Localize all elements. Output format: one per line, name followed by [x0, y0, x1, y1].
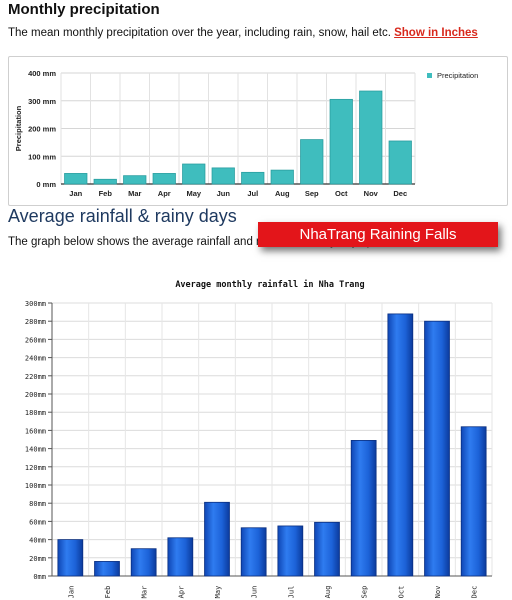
y-tick-label: 200mm [25, 391, 46, 399]
x-tick-label: Jul [287, 586, 295, 599]
y-tick-label: 280mm [25, 318, 46, 326]
section-title: Average rainfall & rainy days [8, 206, 237, 226]
y-tick-label: 300mm [25, 300, 46, 308]
description-text: The mean monthly precipitation over the … [8, 27, 391, 39]
x-tick-label: May [186, 189, 201, 198]
x-tick-label: Nov [434, 586, 442, 599]
x-tick-label: Oct [397, 586, 405, 599]
bar-precipitation [329, 98, 353, 185]
legend-swatch [427, 73, 432, 78]
y-tick-label: 0 mm [36, 180, 56, 189]
y-tick-label: 140mm [25, 446, 46, 454]
bar-rainfall [240, 527, 267, 577]
x-tick-label: May [214, 586, 222, 599]
y-tick-label: 260mm [25, 336, 46, 344]
y-tick-label: 120mm [25, 464, 46, 472]
page-title: Monthly precipitation [8, 1, 160, 18]
bar-precipitation [359, 90, 383, 185]
average-rainfall-chart: Average monthly rainfall in Nha Trang 0mm… [0, 270, 512, 600]
x-tick-label: Aug [275, 189, 290, 198]
x-tick-label: Aug [324, 586, 332, 599]
banner-label: NhaTrang Raining Falls [258, 222, 498, 247]
y-tick-label: 160mm [25, 427, 46, 435]
y-tick-label: 240mm [25, 355, 46, 363]
x-tick-label: Dec [471, 586, 479, 599]
rainfall-chart-svg: Average monthly rainfall in Nha Trang 0mm… [25, 279, 493, 599]
y-tick-label: 300 mm [28, 97, 56, 106]
y-axis-label: Precipitation [14, 105, 23, 151]
x-tick-label: Jun [217, 189, 231, 198]
y-tick-label: 400 mm [28, 69, 56, 78]
x-tick-label: Mar [128, 189, 141, 198]
x-tick-label: Feb [99, 189, 113, 198]
bar-precipitation [152, 173, 176, 185]
y-tick-label: 40mm [29, 537, 46, 545]
y-tick-label: 20mm [29, 555, 46, 563]
bar-rainfall [424, 320, 450, 577]
bar-precipitation [123, 175, 147, 185]
y-tick-label: 220mm [25, 373, 46, 381]
x-tick-label: Jun [251, 586, 259, 599]
y-tick-label: 0mm [33, 573, 46, 581]
monthly-precipitation-chart: 0 mm 100 mm 200 mm 300 mm 400 mm Jan Feb Mar Apr… [8, 56, 508, 206]
bar-precipitation [182, 163, 206, 185]
bar-rainfall [350, 440, 377, 577]
bar-precipitation [300, 139, 324, 185]
chart-title: Average monthly rainfall in Nha Trang [175, 279, 364, 290]
bar-precipitation [93, 178, 117, 185]
bar-precipitation [388, 140, 412, 185]
bar-rainfall [314, 521, 340, 577]
x-tick-label: Sep [305, 189, 319, 198]
x-tick-label: Nov [364, 189, 379, 198]
bar-precipitation [241, 171, 265, 185]
bar-precipitation [211, 167, 235, 185]
x-tick-label: Mar [141, 586, 149, 599]
bar-precipitation [64, 173, 88, 185]
bar-rainfall [204, 501, 230, 577]
bar-rainfall [130, 548, 157, 577]
y-tick-label: 100 mm [28, 152, 56, 161]
show-in-inches-link[interactable]: Show in Inches [394, 27, 478, 39]
y-tick-label: 60mm [29, 518, 46, 526]
x-tick-label: Oct [335, 189, 348, 198]
bar-rainfall [57, 539, 84, 577]
y-tick-label: 80mm [29, 500, 46, 508]
y-tick-label: 180mm [25, 409, 46, 417]
x-tick-label: Jan [69, 189, 82, 198]
x-tick-label: Apr [158, 189, 171, 198]
bar-rainfall [94, 561, 120, 577]
bar-rainfall [167, 537, 194, 577]
bar-rainfall [460, 426, 487, 577]
bar-precipitation [270, 169, 294, 185]
x-tick-label: Dec [393, 189, 407, 198]
bar-rainfall [277, 525, 304, 577]
y-tick-label: 200 mm [28, 125, 56, 134]
x-tick-label: Feb [104, 586, 112, 599]
x-tick-label: Apr [177, 586, 185, 599]
y-tick-label: 100mm [25, 482, 46, 490]
x-tick-label: Jan [67, 586, 75, 599]
x-tick-label: Sep [361, 586, 369, 599]
legend-label: Precipitation [437, 71, 478, 80]
bar-rainfall [387, 313, 414, 577]
precipitation-description: The mean monthly precipitation over the … [8, 27, 478, 39]
precipitation-chart-svg: 0 mm 100 mm 200 mm 300 mm 400 mm Jan Feb Mar Apr… [14, 69, 478, 198]
x-tick-label: Jul [247, 189, 258, 198]
